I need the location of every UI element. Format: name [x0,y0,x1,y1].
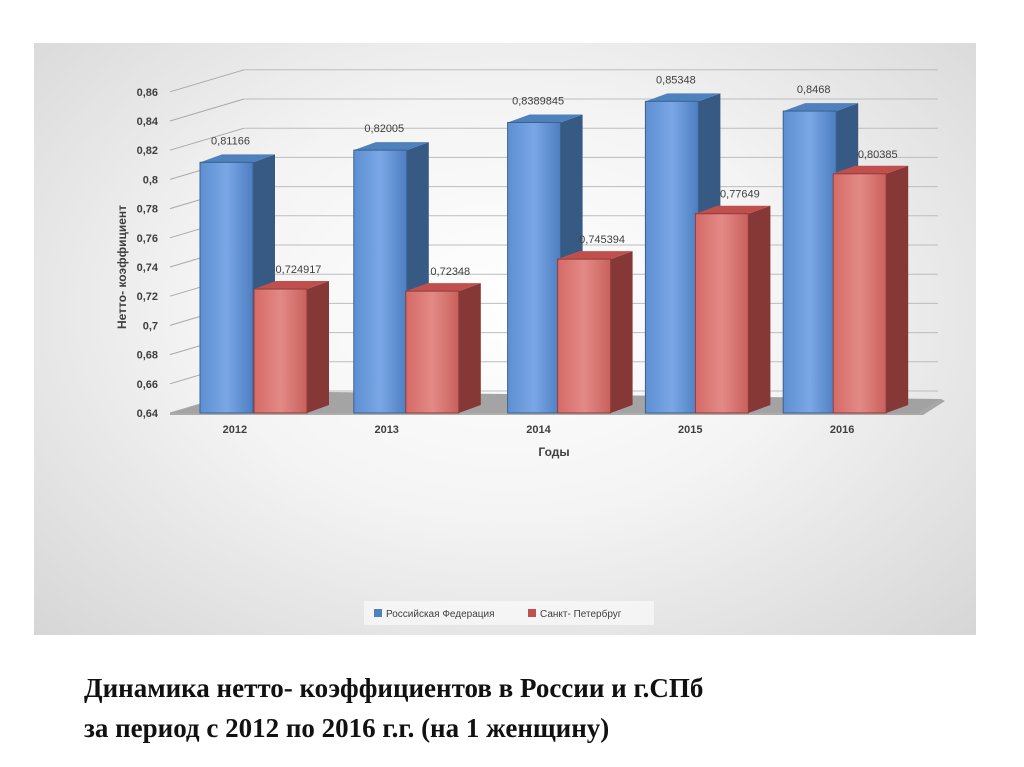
y-tick-label: 0,72 [137,291,158,303]
bar-spb-2012 [253,281,329,414]
bar-spb-2016 [832,165,909,414]
data-label-spb-2012: 0,724917 [276,264,322,276]
bar-spb-2015-front [694,213,749,414]
data-labels: 0,724917 0,72348 0,745394 0,77649 0,80385 0,8… [211,74,898,278]
bar-spb-2012-front [253,288,308,414]
bar-rf-2012-front [199,161,254,414]
legend-label-rf: Российская Федерация [386,609,495,620]
grid-line-diagonal [169,69,245,93]
bar-spb-2013-top [405,283,481,292]
bar-spb-2013-front [405,290,460,414]
y-tick-label: 0,74 [137,262,159,274]
data-label-spb-2013: 0,72348 [430,266,470,278]
y-tick-label: 0,66 [137,379,158,391]
slide-caption: Динамика нетто- коэффициентов в России и… [84,668,984,748]
data-label-rf-2014: 0,8389845 [512,95,564,107]
bar-spb-2014-top [557,251,633,260]
y-tick-label: 0,76 [137,233,158,245]
bar-rf-2016-front [782,110,837,414]
data-label-rf-2012: 0,81166 [211,135,250,147]
y-axis-title: Нетто- коэффициент [115,205,129,329]
legend-swatch-rf [374,609,382,617]
bar-rf-2016-top [783,103,859,112]
axes: 0,64 0,66 0,68 0,7 0,72 0,74 0,76 0,78 0,8 0,82 0,… [115,87,854,459]
bar-rf-2014-top [507,114,583,123]
bar-spb-2016-side [886,165,909,413]
caption-line-2: за период с 2012 по 2016 г.г. (на 1 женщ… [84,713,610,743]
legend-box [364,601,654,625]
y-tick-label: 0,64 [137,408,159,420]
x-axis-title: Годы [538,445,569,459]
bar-spb-2015-top [695,205,771,214]
bar-rf-2015-front [644,100,699,414]
data-label-rf-2013: 0,82005 [364,123,404,135]
bars [199,93,909,414]
bar-spb-2012-top [254,281,329,290]
data-label-spb-2016: 0,80385 [858,149,898,161]
data-label-spb-2015: 0,77649 [720,189,760,201]
y-tick-label: 0,78 [137,204,158,216]
bar-rf-2012-top [200,154,275,163]
x-tick-label: 2012 [223,424,247,436]
x-tick-label: 2013 [374,424,398,436]
data-label-rf-2016: 0,8468 [797,84,831,96]
x-tick-label: 2015 [678,424,702,436]
x-tick-label: 2014 [526,424,551,436]
bar-spb-2016-top [833,165,909,174]
data-label-rf-2015: 0,85348 [656,74,696,86]
y-tick-label: 0,84 [137,116,159,128]
bar-spb-2014-front [557,258,612,414]
y-tick-label: 0,7 [143,320,158,332]
bar-spb-2016-front [832,173,887,414]
bar-spb-2015-side [748,205,771,413]
chart-panel: 0,724917 0,72348 0,745394 0,77649 0,80385 0,8… [34,43,976,635]
bar-spb-2014-side [610,251,633,413]
bar-rf-2014-front [507,121,562,414]
legend-label-spb: Санкт- Петербруг [540,608,622,620]
bar-rf-2013-front [353,149,408,414]
bar-spb-2012-side [307,281,329,413]
x-tick-label: 2016 [830,424,854,436]
bar-rf-2015-top [645,93,721,102]
bar-spb-2015 [694,205,771,414]
data-label-spb-2014: 0,745394 [579,234,625,246]
y-tick-label: 0,68 [137,350,158,362]
bar-spb-2013 [405,283,481,414]
y-tick-label: 0,86 [137,87,158,99]
y-tick-label: 0,8 [143,174,158,186]
grid-line-diagonal [169,127,245,151]
y-tick-label: 0,82 [137,145,158,157]
bar-rf-2013-top [353,142,429,151]
bar-spb-2014 [557,251,633,414]
legend: Российская Федерация Санкт- Петербруг [364,601,654,625]
chart: 0,724917 0,72348 0,745394 0,77649 0,80385 0,8… [115,69,945,625]
legend-swatch-spb [528,609,536,617]
caption-line-1: Динамика нетто- коэффициентов в России и… [84,673,704,703]
grid-line-diagonal [169,98,245,122]
bar-spb-2013-side [458,283,481,413]
